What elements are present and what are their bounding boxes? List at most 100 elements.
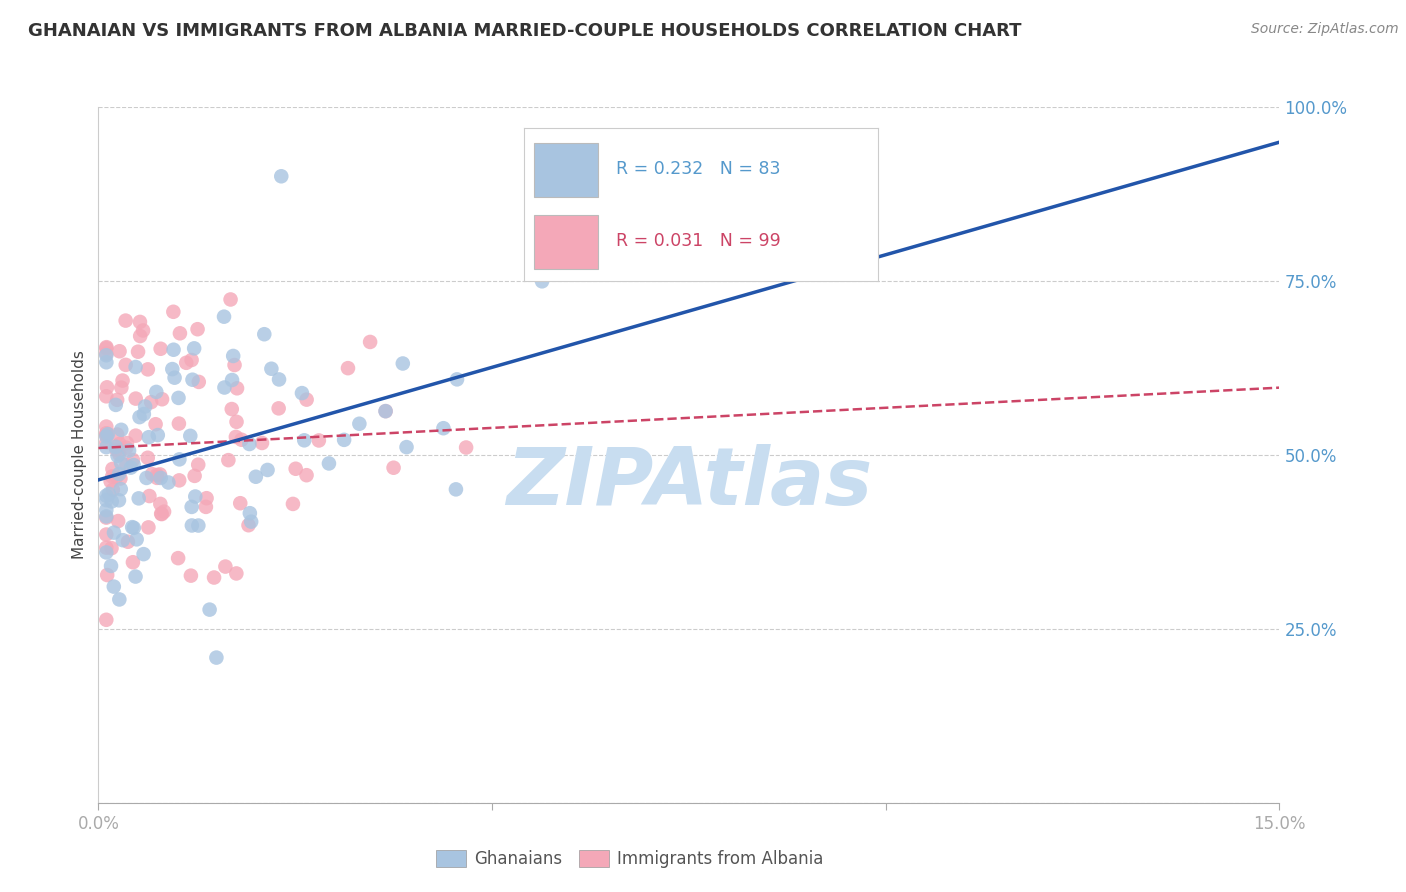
Point bbox=[256, 463, 278, 477]
Point bbox=[96, 426, 118, 441]
Point bbox=[96, 545, 118, 559]
Point bbox=[253, 327, 276, 342]
Point bbox=[96, 541, 118, 555]
Point bbox=[107, 449, 129, 463]
Point bbox=[96, 346, 118, 360]
Point bbox=[96, 355, 118, 369]
Point bbox=[225, 415, 247, 429]
Point bbox=[150, 392, 173, 407]
Point bbox=[132, 323, 155, 337]
Point bbox=[157, 475, 180, 490]
Point bbox=[146, 428, 169, 442]
Point bbox=[349, 417, 371, 431]
Point bbox=[149, 497, 172, 511]
Point bbox=[145, 417, 167, 432]
Point bbox=[115, 458, 138, 472]
Point bbox=[183, 342, 205, 356]
Point bbox=[239, 506, 262, 520]
Point bbox=[167, 551, 190, 566]
Point bbox=[111, 374, 134, 388]
Point bbox=[100, 541, 122, 556]
Point bbox=[194, 500, 217, 514]
Point bbox=[101, 462, 124, 476]
Point bbox=[125, 392, 148, 406]
Point bbox=[267, 372, 290, 386]
Point bbox=[221, 373, 243, 387]
Point bbox=[531, 274, 554, 288]
Point bbox=[181, 373, 204, 387]
Y-axis label: Married-couple Households: Married-couple Households bbox=[72, 351, 87, 559]
Point bbox=[432, 421, 454, 435]
Point bbox=[180, 518, 202, 533]
Point bbox=[138, 489, 160, 503]
Point bbox=[96, 435, 118, 450]
Point bbox=[117, 534, 139, 549]
Point bbox=[308, 434, 330, 448]
Point bbox=[456, 441, 478, 455]
Point bbox=[163, 370, 186, 384]
Point bbox=[238, 437, 260, 451]
Point bbox=[120, 460, 142, 475]
Point bbox=[132, 407, 155, 421]
Point bbox=[134, 400, 156, 414]
Point bbox=[267, 401, 290, 416]
Point bbox=[110, 381, 132, 395]
Point bbox=[136, 362, 159, 376]
Point bbox=[374, 404, 396, 418]
Point bbox=[105, 442, 128, 457]
Point bbox=[114, 358, 136, 372]
Point bbox=[100, 475, 122, 489]
Point bbox=[395, 440, 418, 454]
Point bbox=[446, 372, 468, 386]
Point bbox=[100, 558, 122, 573]
Point bbox=[118, 443, 141, 458]
Point bbox=[225, 566, 247, 581]
Point bbox=[146, 467, 169, 482]
Point bbox=[125, 533, 148, 547]
Point bbox=[96, 510, 118, 524]
Point bbox=[110, 471, 132, 485]
Point bbox=[162, 343, 184, 357]
Point bbox=[231, 433, 253, 447]
Point bbox=[108, 344, 131, 359]
Point bbox=[96, 493, 118, 508]
Point bbox=[96, 389, 118, 403]
Point bbox=[187, 322, 209, 336]
Point bbox=[122, 453, 145, 467]
Point bbox=[214, 380, 236, 394]
Point bbox=[139, 395, 162, 409]
Text: Source: ZipAtlas.com: Source: ZipAtlas.com bbox=[1251, 22, 1399, 37]
Point bbox=[110, 482, 132, 496]
Point bbox=[96, 527, 118, 541]
Point bbox=[149, 467, 172, 482]
Point bbox=[224, 358, 246, 372]
Point bbox=[184, 490, 207, 504]
Point bbox=[281, 497, 304, 511]
Point bbox=[222, 349, 245, 363]
Point bbox=[129, 329, 152, 343]
Text: GHANAIAN VS IMMIGRANTS FROM ALBANIA MARRIED-COUPLE HOUSEHOLDS CORRELATION CHART: GHANAIAN VS IMMIGRANTS FROM ALBANIA MARR… bbox=[28, 22, 1022, 40]
Point bbox=[96, 509, 118, 524]
Legend: Ghanaians, Immigrants from Albania: Ghanaians, Immigrants from Albania bbox=[429, 843, 831, 874]
Point bbox=[115, 441, 138, 455]
Point bbox=[108, 437, 131, 451]
Point bbox=[96, 568, 118, 582]
Point bbox=[110, 456, 132, 470]
Point bbox=[122, 555, 145, 569]
Point bbox=[202, 570, 225, 584]
Point bbox=[359, 334, 381, 349]
Point bbox=[96, 380, 118, 394]
Point bbox=[97, 427, 120, 442]
Point bbox=[318, 457, 340, 471]
Point bbox=[444, 483, 467, 497]
Point bbox=[97, 487, 120, 501]
Point bbox=[336, 361, 359, 376]
Point bbox=[128, 410, 150, 425]
Point bbox=[129, 315, 152, 329]
Point bbox=[295, 468, 318, 483]
Point bbox=[167, 417, 190, 431]
Point bbox=[187, 375, 209, 389]
Point bbox=[108, 493, 131, 508]
Point bbox=[128, 491, 150, 506]
Point bbox=[108, 447, 131, 461]
